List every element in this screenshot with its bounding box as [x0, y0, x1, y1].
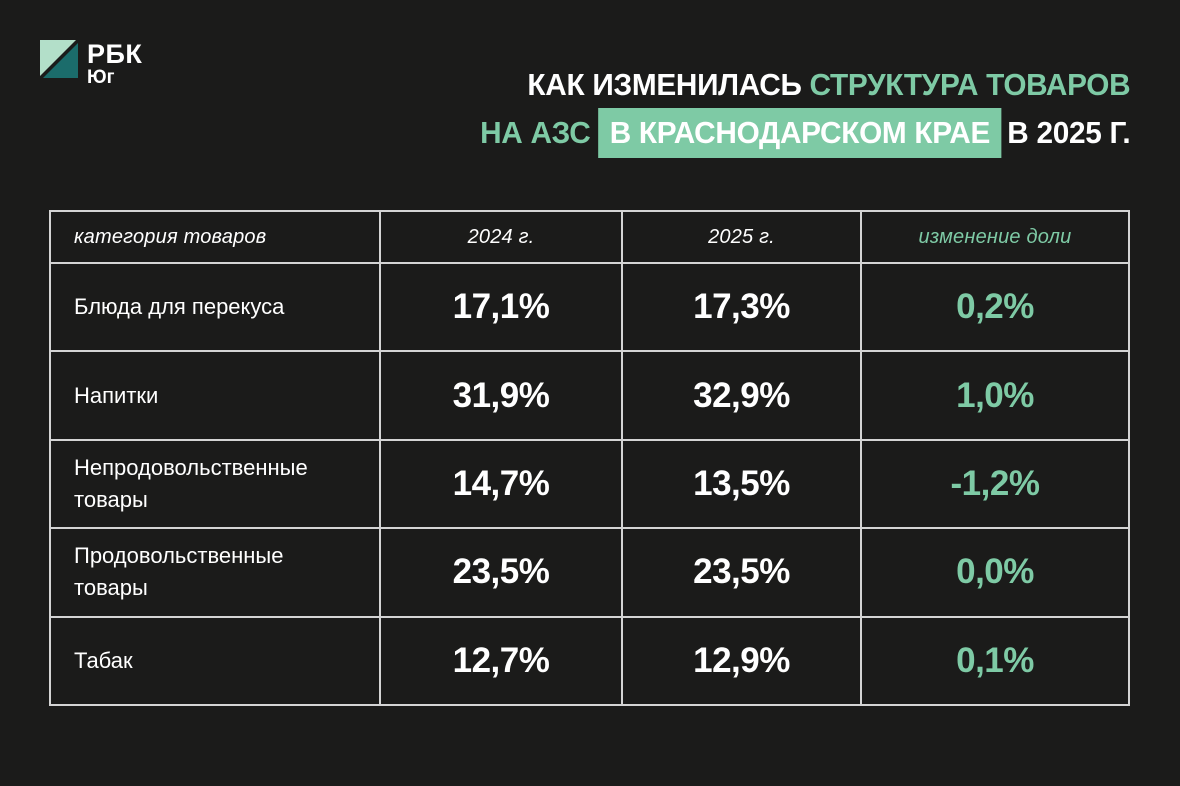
table-row: Непродовольственные товары 14,7% 13,5% -1,2… [49, 438, 1130, 530]
table-row: Табак 12,7% 12,9% 0,1% [49, 615, 1130, 707]
title-line-1: КАК ИЗМЕНИЛАСЬ СТРУКТУРА ТОВАРОВ [480, 66, 1130, 103]
category-cell: Продовольственные товары [49, 527, 381, 618]
change-cell: 1,0% [860, 350, 1130, 441]
title-line2-white: В 2025 Г. [1006, 115, 1130, 151]
title-line-2: НА АЗС В КРАСНОДАРСКОМ КРАЕ В 2025 Г. [479, 108, 1130, 159]
category-cell: Табак [49, 615, 381, 707]
title-line2-accent: НА АЗС [479, 115, 591, 151]
column-header-category: категория товаров [49, 210, 381, 264]
change-cell: 0,0% [860, 527, 1130, 618]
page-title: КАК ИЗМЕНИЛАСЬ СТРУКТУРА ТОВАРОВ НА АЗС В… [453, 66, 1130, 159]
table-row: Блюда для перекуса 17,1% 17,3% 0,2% [49, 261, 1130, 353]
value-2024-cell: 14,7% [379, 438, 623, 530]
value-2024-cell: 12,7% [379, 615, 623, 707]
category-cell: Напитки [49, 350, 381, 441]
column-header-change: изменение доли [860, 210, 1130, 264]
table-body: Блюда для перекуса 17,1% 17,3% 0,2% Напитки 3… [49, 261, 1130, 707]
value-2025-cell: 12,9% [621, 615, 862, 707]
value-2025-cell: 17,3% [621, 261, 862, 353]
rbc-logo-text: РБК Юг [87, 40, 142, 87]
value-2025-cell: 23,5% [621, 527, 862, 618]
column-header-2025: 2025 г. [621, 210, 862, 264]
value-2024-cell: 23,5% [379, 527, 623, 618]
logo-brand-label: РБК [87, 39, 143, 69]
value-2025-cell: 13,5% [621, 438, 862, 530]
change-cell: 0,2% [860, 261, 1130, 353]
table-row: Напитки 31,9% 32,9% 1,0% [49, 350, 1130, 441]
category-cell: Блюда для перекуса [49, 261, 381, 353]
column-header-2024: 2024 г. [379, 210, 623, 264]
value-2024-cell: 17,1% [379, 261, 623, 353]
title-line1-white: КАК ИЗМЕНИЛАСЬ [527, 67, 802, 102]
table-header: категория товаров 2024 г. 2025 г. измене… [49, 210, 1130, 264]
rbc-logo-icon [40, 40, 78, 78]
title-highlight: В КРАСНОДАРСКОМ КРАЕ [597, 108, 1002, 159]
change-cell: -1,2% [860, 438, 1130, 530]
rbc-logo: РБК Юг [40, 40, 142, 87]
table-row: Продовольственные товары 23,5% 23,5% 0,0% [49, 527, 1130, 618]
table-header-row: категория товаров 2024 г. 2025 г. измене… [49, 210, 1130, 264]
change-cell: 0,1% [860, 615, 1130, 707]
logo-region-label: Юг [87, 66, 115, 88]
value-2024-cell: 31,9% [379, 350, 623, 441]
title-line1-accent: СТРУКТУРА ТОВАРОВ [809, 67, 1130, 102]
category-cell: Непродовольственные товары [49, 438, 381, 530]
value-2025-cell: 32,9% [621, 350, 862, 441]
goods-structure-table: категория товаров 2024 г. 2025 г. измене… [49, 210, 1130, 707]
